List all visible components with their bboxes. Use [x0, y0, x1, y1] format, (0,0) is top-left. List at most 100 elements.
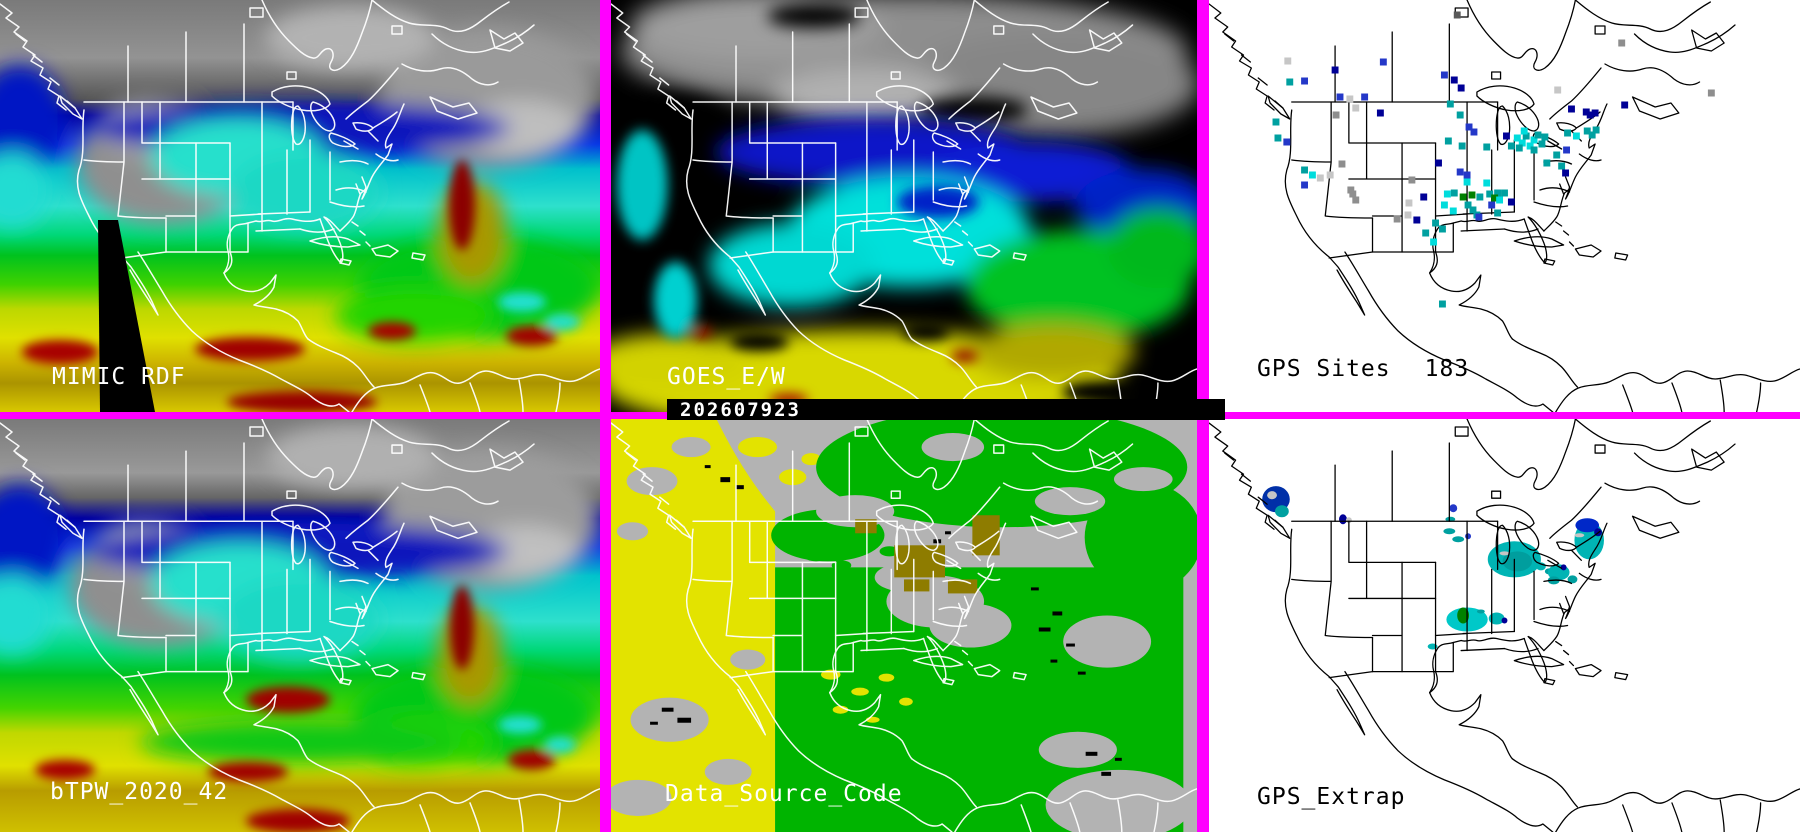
gps-site-dot [1308, 171, 1316, 179]
gps-sites-label-text: GPS Sites [1257, 356, 1391, 382]
gps-site-dot [1301, 166, 1308, 174]
gps-site-dot [1286, 78, 1294, 86]
gps-site-dot [1326, 171, 1334, 179]
gps-site-dot [1520, 127, 1528, 135]
timestamp-text: 202607923 [680, 398, 801, 421]
gps-site-dot [1522, 132, 1530, 140]
gps-extrap-blob [1476, 609, 1485, 614]
gps-site-dot [1316, 174, 1324, 182]
gps-extrap-blob [1443, 528, 1456, 535]
gps-site-dot [1430, 238, 1438, 246]
gps-site-dot [1582, 108, 1590, 116]
gps-extrap-blob [1575, 518, 1600, 533]
gps-site-dot [1438, 300, 1446, 308]
gps-extrap-blob [1445, 516, 1456, 522]
gps-extrap-blob [1267, 491, 1277, 500]
gps-site-dot [1494, 209, 1502, 217]
gps-site-dot [1621, 101, 1629, 109]
gps-extrap-blob [1501, 617, 1508, 624]
gps-site-dot [1301, 181, 1308, 189]
gps-site-dot [1463, 178, 1471, 186]
missing-data-wedge [98, 220, 155, 412]
gps-sites-map [1209, 0, 1800, 412]
panel-label-mimic: MIMIC RDF [52, 364, 186, 390]
gps-site-dot [1301, 77, 1308, 85]
gps-site-dot [1456, 168, 1464, 176]
gps-site-dot [1449, 207, 1457, 215]
gps-site-dot [1404, 211, 1412, 219]
gps-site-dot [1486, 190, 1494, 198]
gps-site-dot [1488, 201, 1496, 209]
timestamp-bar: 202607923 [667, 398, 1225, 421]
gps-site-dot [1379, 58, 1387, 66]
gps-site-dot [1457, 84, 1465, 92]
gps-site-dot [1284, 57, 1292, 65]
gps-site-dot [1507, 198, 1515, 206]
gps-site-dot [1376, 109, 1384, 117]
gps-site-dot [1507, 142, 1515, 150]
gps-site-dot [1530, 136, 1538, 144]
panel-label-gps-extrap: GPS_Extrap [1257, 784, 1406, 810]
panel-gps-sites: GPS Sites 183 [1209, 0, 1800, 412]
gps-site-dot [1568, 105, 1575, 113]
gps-site-dot [1413, 216, 1421, 224]
gps-extrap-blob [1560, 564, 1567, 571]
gps-site-dot [1469, 206, 1477, 214]
gps-extrap-blob [1452, 536, 1465, 543]
gps-site-dot [1526, 142, 1534, 150]
gps-site-dot [1352, 104, 1360, 112]
gps-site-dot [1450, 76, 1458, 84]
gps-extrap-blob [1574, 533, 1585, 538]
mimic-rdf-image [0, 0, 600, 412]
gps-site-dot [1274, 134, 1282, 142]
gps-extrap-blob [1567, 575, 1578, 584]
gps-site-dot [1530, 146, 1538, 154]
gps-extrap-blob [1465, 533, 1472, 540]
gps-site-dot [1591, 109, 1599, 117]
gps-extrap-blob [1499, 551, 1510, 556]
btpw-image [0, 419, 600, 832]
goes-ew-image [611, 0, 1197, 412]
panel-gps-extrap: GPS_Extrap [1209, 419, 1800, 832]
gps-extrap-blob [1449, 504, 1458, 513]
gps-site-dot [1618, 39, 1626, 47]
panel-btpw: bTPW_2020_42 [0, 419, 600, 832]
gps-site-dot [1491, 194, 1499, 202]
gps-site-dot [1283, 138, 1291, 146]
gps-site-dot [1440, 201, 1448, 209]
gps-site-dot [1592, 126, 1600, 134]
gps-site-dot [1435, 159, 1442, 167]
gps-site-dot [1468, 191, 1476, 199]
gps-site-dot [1443, 190, 1451, 198]
gps-site-dot [1513, 134, 1521, 142]
gps-site-dot [1541, 133, 1549, 141]
gps-site-dot [1470, 128, 1478, 136]
panel-label-goes: GOES_E/W [667, 364, 786, 390]
panel-label-gps-sites: GPS Sites 183 [1257, 356, 1469, 382]
gps-site-dot [1586, 111, 1594, 119]
gps-site-dot [1515, 144, 1523, 152]
gps-extrap-blob [1457, 607, 1470, 624]
gps-site-dot [1347, 186, 1355, 194]
gps-site-dot [1543, 159, 1551, 167]
panel-goes-ew: GOES_E/W [611, 0, 1197, 412]
gps-site-dot [1553, 151, 1561, 159]
gps-site-dot [1503, 132, 1510, 140]
gps-site-dot [1331, 66, 1339, 74]
gps-sites-dots [1272, 11, 1715, 308]
gps-site-dot [1332, 111, 1340, 119]
gps-site-dot [1458, 142, 1466, 150]
gps-site-dot [1563, 146, 1571, 154]
gps-site-dot [1446, 100, 1454, 108]
gps-site-dot [1349, 190, 1357, 198]
gps-site-dot [1453, 11, 1461, 19]
gps-site-dot [1501, 189, 1508, 197]
gps-site-dot [1588, 131, 1596, 139]
gps-site-dot [1440, 71, 1448, 79]
gps-site-dot [1465, 123, 1473, 131]
gps-extrap-blob [1274, 505, 1289, 518]
gps-site-dot [1476, 193, 1484, 201]
gps-site-dot [1352, 196, 1360, 204]
gps-extrap-blob [1488, 612, 1505, 625]
